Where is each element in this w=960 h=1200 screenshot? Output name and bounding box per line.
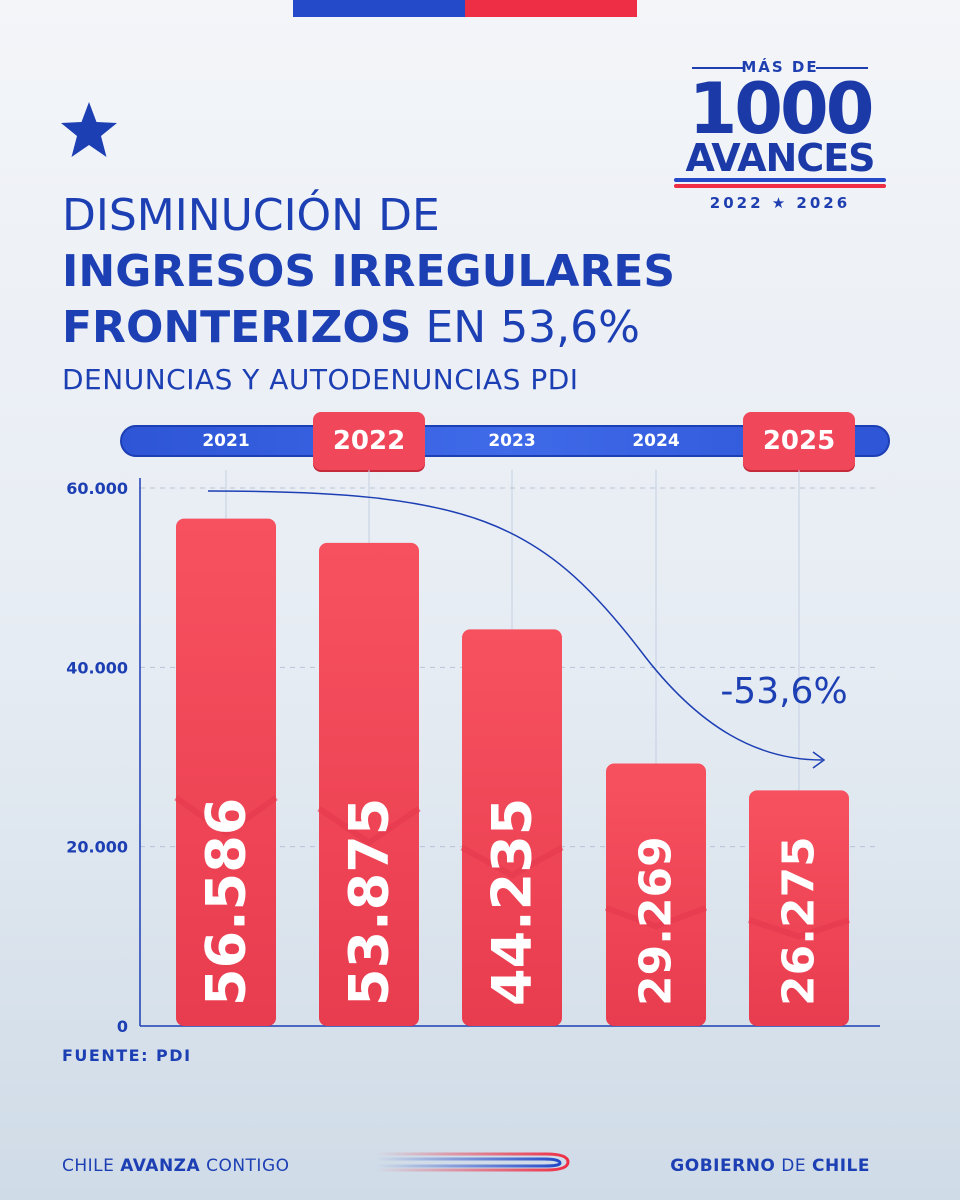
badge-stripe-red [674,184,886,188]
headline-line-3: FRONTERIZOS EN 53,6% [62,300,675,356]
y-tick-label-2: 40.000 [66,658,128,677]
bar-2024 [606,763,706,1026]
badge-number: 1000 [688,68,875,150]
badge-years: 2022 ★ 2026 [709,194,851,212]
bar-value-label-2022: 53.875 [338,798,401,1006]
bar-chevron-3 [604,905,708,930]
trend-curve [207,490,823,761]
bar-value-label-2023: 44.235 [481,798,544,1006]
y-tick-label-1: 20.000 [66,838,128,857]
y-tick-label-3: 60.000 [66,479,128,498]
year-timeline: 2021 2022 2023 2024 2025 [120,412,890,470]
timeline-year-2024: 2024 [632,431,680,451]
bar-chevron-2 [460,844,564,879]
badge-top-text: MÁS DE [668,58,892,76]
bar-chevron-0 [174,795,278,837]
source-note: FUENTE: PDI [62,1046,192,1065]
bar-value-label-2025: 26.275 [774,836,825,1006]
bar-2021 [176,518,276,1026]
y-tick-label-0: 0 [117,1017,128,1036]
headline-line-1: DISMINUCIÓN DE [62,190,440,241]
footer-swoosh-logo [376,1152,570,1172]
footer-government: GOBIERNO DE CHILE [670,1156,870,1176]
timeline-year-2025: 2025 [743,412,855,470]
headline-line-3-rest: EN 53,6% [411,302,640,353]
top-bar-blue [293,0,465,17]
timeline-year-2021: 2021 [202,431,250,451]
timeline-year-2022: 2022 [313,412,425,470]
timeline-year-2023: 2023 [488,431,536,451]
bar-2023 [462,629,562,1026]
bar-2025 [749,790,849,1026]
footer-slogan-post: CONTIGO [200,1156,290,1176]
top-bar-red [465,0,637,17]
headline-subtitle: DENUNCIAS Y AUTODENUNCIAS PDI [62,363,579,396]
headline: DISMINUCIÓN DE INGRESOS IRREGULARES FRON… [62,188,675,402]
top-flag-bar [293,0,637,17]
badge-word: AVANCES [685,136,875,180]
footer-gov-mid: DE [775,1156,813,1176]
bar-chevron-4 [748,917,850,940]
footer-slogan-pre: CHILE [62,1156,121,1176]
bar-value-label-2024: 29.269 [631,836,682,1006]
footer-slogan: CHILE AVANZA CONTIGO [62,1156,290,1176]
headline-line-2: INGRESOS IRREGULARES [62,246,676,297]
star-icon [61,102,117,157]
bar-value-label-2021: 56.586 [195,798,258,1006]
footer-slogan-bold: AVANZA [120,1156,201,1176]
mil-avances-badge: MÁS DE 1000 AVANCES 2022 ★ 2026 [668,58,892,212]
badge-stripe-blue [674,178,886,182]
headline-line-3-bold: FRONTERIZOS [62,302,412,353]
footer-gov-bold-1: GOBIERNO [670,1156,776,1176]
bar-chevron-1 [317,806,421,847]
change-annotation: -53,6% [720,671,847,712]
bar-2022 [319,542,419,1026]
trend-arrow-head [812,751,826,769]
footer-gov-bold-2: CHILE [812,1156,870,1176]
